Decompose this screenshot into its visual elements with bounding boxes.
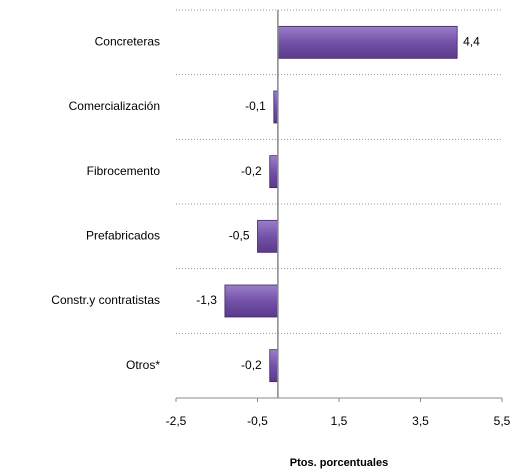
bar [269,349,279,383]
category-label: Constr.y contratistas [51,293,160,307]
x-tick-label: 1,5 [331,414,348,428]
category-label: Otros* [126,358,160,372]
category-label: Concreteras [95,35,160,49]
bar [257,219,279,253]
x-tick-label: -2,5 [166,414,187,428]
bar [277,25,458,59]
x-tick-label: -0,5 [247,414,268,428]
value-label: -1,3 [196,293,217,307]
x-tick-label: 3,5 [412,414,429,428]
x-axis-title: Ptos. porcentuales [290,457,388,469]
value-label: 4,4 [463,35,480,49]
value-label: -0,2 [241,358,262,372]
category-label: Fibrocemento [87,164,161,178]
bar [224,284,279,318]
value-label: -0,5 [229,229,250,243]
value-label: -0,1 [245,99,266,113]
value-label: -0,2 [241,164,262,178]
category-label: Prefabricados [86,229,160,243]
category-label: Comercialización [69,99,160,113]
bar [269,155,279,189]
x-tick-label: 5,5 [494,414,511,428]
